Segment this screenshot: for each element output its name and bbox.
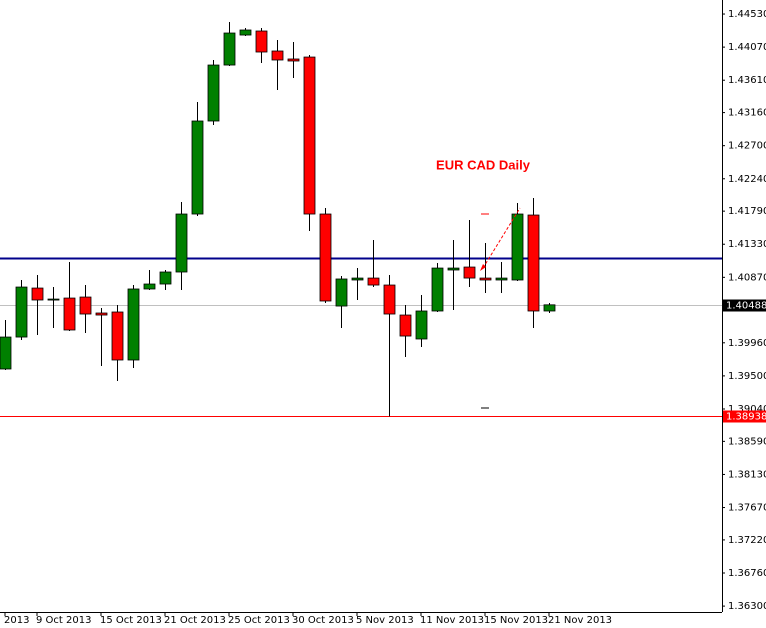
y-tick-label: 1.38130 (728, 469, 766, 480)
candle-body (511, 213, 524, 281)
y-tick-label: 1.39500 (728, 371, 766, 382)
candle-body (0, 336, 12, 370)
y-tick-label: 1.36300 (728, 601, 766, 612)
candle-body (47, 298, 60, 301)
x-tick-label: 21 Oct 2013 (164, 615, 226, 626)
candle-body (303, 56, 316, 215)
candle-body (415, 310, 428, 340)
candle-body (63, 297, 76, 331)
candle-body (431, 267, 444, 312)
candle-body (463, 266, 476, 279)
candle-body (15, 286, 28, 338)
y-tick-label: 1.39960 (728, 338, 766, 349)
x-tick-label: 15 Nov 2013 (484, 615, 548, 626)
x-tick-label: 9 Oct 2013 (36, 615, 91, 626)
trend-arrow (482, 207, 521, 269)
y-tick-label: 1.41790 (728, 206, 766, 217)
x-tick-label: 2013 (4, 615, 29, 626)
x-tick-label: 15 Oct 2013 (100, 615, 162, 626)
candle-body (175, 213, 188, 273)
y-tick-label: 1.37670 (728, 503, 766, 514)
price-box (723, 410, 766, 423)
candle-body (191, 120, 204, 215)
chart-title: EUR CAD Daily (436, 157, 531, 172)
candle-body (479, 277, 492, 281)
candle-body (335, 278, 348, 307)
y-tick-label: 1.42700 (728, 141, 766, 152)
candle-body (383, 284, 396, 315)
y-tick-label: 1.43610 (728, 75, 766, 86)
arrow-head (480, 264, 486, 271)
price-label: 1.38938 (726, 412, 766, 423)
y-tick-label: 1.42240 (728, 174, 766, 185)
candle-body (255, 30, 268, 53)
price-box (723, 299, 766, 312)
y-tick-label: 1.41330 (728, 239, 766, 250)
y-tick-label: 1.43160 (728, 108, 766, 119)
y-tick-label: 1.37220 (728, 535, 766, 546)
candle-body (543, 304, 556, 312)
candle-body (367, 277, 380, 286)
level-lines (0, 257, 722, 417)
candle-body (271, 50, 284, 61)
x-tick-label: 21 Nov 2013 (548, 615, 612, 626)
candle-body (287, 58, 300, 62)
candle-body (143, 283, 156, 290)
y-tick-label: 1.36760 (728, 568, 766, 579)
candle-body (111, 311, 124, 361)
candle-body (399, 314, 412, 337)
x-tick-label: 25 Oct 2013 (228, 615, 290, 626)
candle-body (495, 277, 508, 281)
y-tick-label: 1.44530 (728, 9, 766, 20)
y-tick-label: 1.39040 (728, 404, 766, 415)
candle-body (223, 32, 236, 66)
x-tick-label: 30 Oct 2013 (292, 615, 354, 626)
x-tick-label: 5 Nov 2013 (356, 615, 414, 626)
candle-body (527, 214, 540, 312)
candle-body (79, 296, 92, 315)
candles (0, 22, 556, 417)
candle-body (159, 271, 172, 285)
candle-body (127, 288, 140, 361)
candle-body (95, 312, 108, 316)
y-tick-label: 1.40870 (728, 272, 766, 283)
price-label: 1.40488 (726, 301, 766, 312)
candle-body (207, 64, 220, 122)
candle-body (447, 267, 460, 271)
y-tick-label: 1.44070 (728, 42, 766, 53)
candle-body (239, 29, 252, 36)
y-tick-label: 1.38590 (728, 436, 766, 447)
candle-body (31, 287, 44, 301)
candle-body (351, 277, 364, 281)
x-tick-label: 11 Nov 2013 (420, 615, 484, 626)
candle-body (319, 213, 332, 302)
